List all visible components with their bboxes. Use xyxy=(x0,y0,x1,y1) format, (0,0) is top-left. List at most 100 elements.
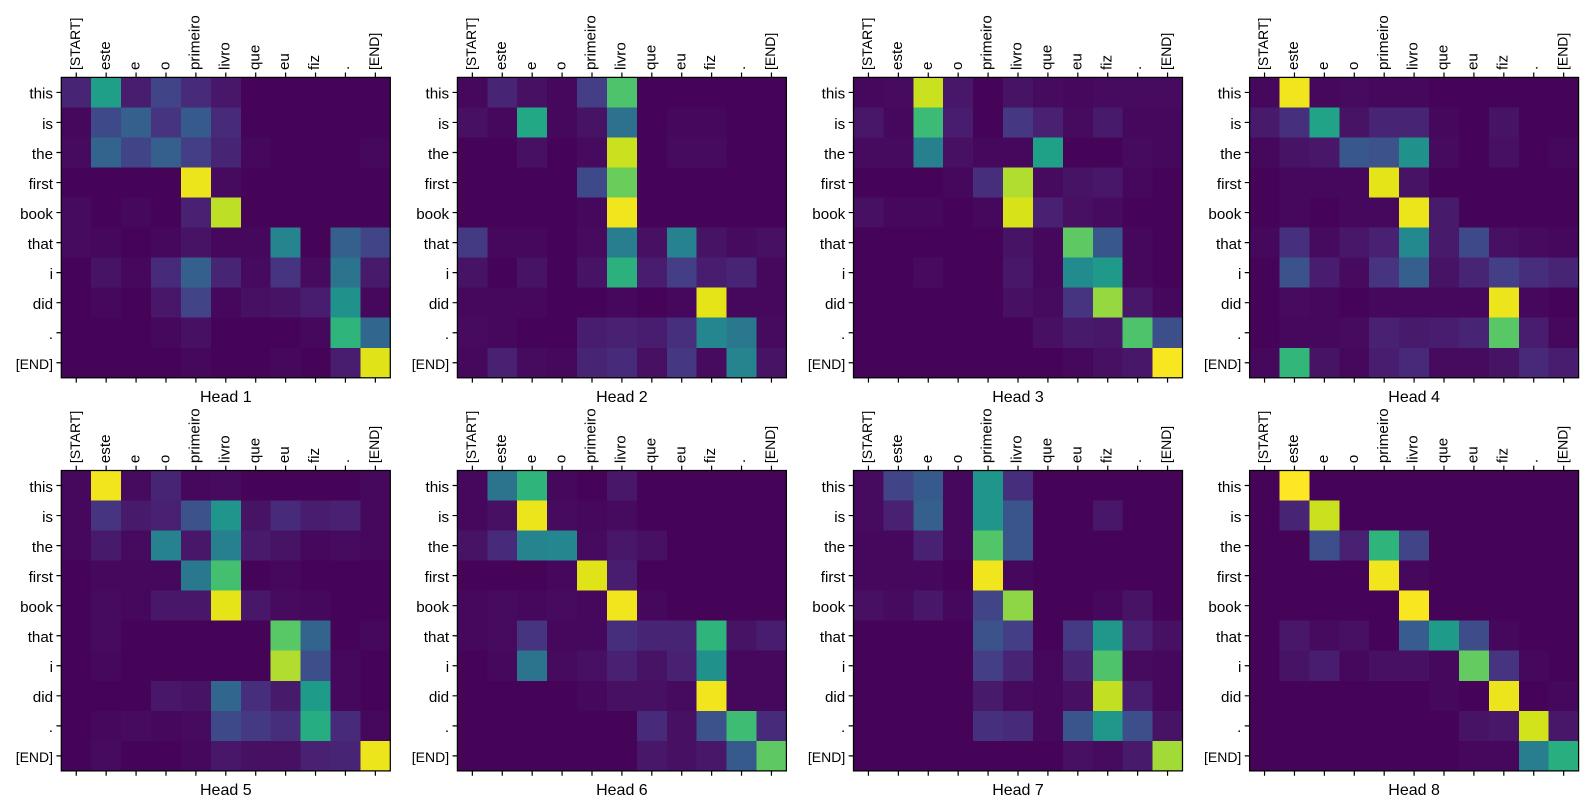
svg-text:first: first xyxy=(1217,569,1242,586)
svg-text:que: que xyxy=(642,438,659,463)
svg-text:Head 5: Head 5 xyxy=(200,782,252,799)
svg-text:fiz: fiz xyxy=(1098,448,1115,463)
svg-text:[START]: [START] xyxy=(463,18,479,70)
svg-text:i: i xyxy=(842,659,845,676)
svg-text:este: este xyxy=(97,41,114,70)
svg-text:the: the xyxy=(1220,539,1241,556)
svg-text:is: is xyxy=(42,509,53,526)
svg-text:i: i xyxy=(446,266,449,283)
svg-text:que: que xyxy=(642,45,659,70)
svg-text:este: este xyxy=(1285,434,1302,463)
svg-text:[END]: [END] xyxy=(1554,426,1570,463)
svg-text:.: . xyxy=(445,719,449,736)
svg-text:que: que xyxy=(1435,438,1452,463)
svg-text:that: that xyxy=(820,629,846,646)
svg-text:[START]: [START] xyxy=(67,411,83,463)
svg-text:[END]: [END] xyxy=(16,356,53,372)
svg-text:.: . xyxy=(732,459,749,463)
svg-text:e: e xyxy=(523,455,540,463)
svg-text:.: . xyxy=(49,719,53,736)
svg-text:book: book xyxy=(1208,599,1241,616)
svg-text:first: first xyxy=(1217,176,1242,193)
svg-text:did: did xyxy=(33,296,53,313)
svg-text:e: e xyxy=(523,62,540,70)
svg-text:este: este xyxy=(889,434,906,463)
svg-text:eu: eu xyxy=(672,53,689,70)
svg-text:that: that xyxy=(1216,236,1242,253)
svg-text:the: the xyxy=(32,539,53,556)
svg-text:que: que xyxy=(1039,438,1056,463)
svg-text:that: that xyxy=(424,236,450,253)
svg-text:Head 8: Head 8 xyxy=(1388,782,1440,799)
svg-text:fiz: fiz xyxy=(306,448,323,463)
svg-text:eu: eu xyxy=(1465,53,1482,70)
svg-text:que: que xyxy=(246,45,263,70)
svg-text:Head 7: Head 7 xyxy=(992,782,1044,799)
svg-text:.: . xyxy=(445,326,449,343)
svg-text:fiz: fiz xyxy=(1494,55,1511,70)
svg-text:is: is xyxy=(1230,116,1241,133)
svg-text:.: . xyxy=(1128,459,1145,463)
svg-text:e: e xyxy=(919,62,936,70)
svg-text:that: that xyxy=(28,236,54,253)
svg-text:livro: livro xyxy=(1405,435,1422,463)
svg-text:.: . xyxy=(841,326,845,343)
svg-text:this: this xyxy=(29,86,53,103)
svg-text:o: o xyxy=(553,455,570,463)
svg-text:this: this xyxy=(822,479,846,496)
svg-text:este: este xyxy=(97,434,114,463)
svg-text:e: e xyxy=(1315,62,1332,70)
svg-text:this: this xyxy=(29,479,53,496)
svg-text:is: is xyxy=(438,509,449,526)
svg-text:that: that xyxy=(424,629,450,646)
svg-text:fiz: fiz xyxy=(1494,448,1511,463)
svg-text:book: book xyxy=(416,599,449,616)
svg-text:o: o xyxy=(157,455,174,463)
svg-text:livro: livro xyxy=(1009,435,1026,463)
svg-text:that: that xyxy=(820,236,846,253)
svg-text:[END]: [END] xyxy=(808,356,845,372)
svg-text:o: o xyxy=(1345,62,1362,70)
svg-text:[END]: [END] xyxy=(808,749,845,765)
svg-text:did: did xyxy=(1221,296,1241,313)
svg-text:i: i xyxy=(50,266,53,283)
svg-text:this: this xyxy=(1218,86,1242,103)
svg-text:este: este xyxy=(1285,41,1302,70)
svg-text:e: e xyxy=(1315,455,1332,463)
svg-text:eu: eu xyxy=(1465,446,1482,463)
svg-text:[END]: [END] xyxy=(1204,356,1241,372)
svg-text:.: . xyxy=(732,66,749,70)
svg-text:[START]: [START] xyxy=(1255,18,1271,70)
svg-text:[END]: [END] xyxy=(366,33,382,70)
svg-text:did: did xyxy=(1221,689,1241,706)
svg-text:first: first xyxy=(29,176,54,193)
svg-text:.: . xyxy=(336,66,353,70)
svg-text:book: book xyxy=(416,206,449,223)
svg-text:Head 3: Head 3 xyxy=(992,389,1044,406)
svg-text:que: que xyxy=(1039,45,1056,70)
svg-text:the: the xyxy=(824,146,845,163)
svg-text:book: book xyxy=(1208,206,1241,223)
svg-text:is: is xyxy=(1230,509,1241,526)
svg-text:primeiro: primeiro xyxy=(979,408,996,463)
svg-text:is: is xyxy=(834,509,845,526)
svg-text:eu: eu xyxy=(276,446,293,463)
svg-text:.: . xyxy=(1128,66,1145,70)
svg-text:eu: eu xyxy=(276,53,293,70)
svg-text:[END]: [END] xyxy=(16,749,53,765)
svg-text:o: o xyxy=(949,455,966,463)
svg-text:Head 4: Head 4 xyxy=(1388,389,1440,406)
svg-text:este: este xyxy=(493,434,510,463)
svg-text:.: . xyxy=(1524,66,1541,70)
svg-text:i: i xyxy=(842,266,845,283)
svg-text:Head 2: Head 2 xyxy=(596,389,648,406)
svg-text:[END]: [END] xyxy=(762,426,778,463)
svg-text:[END]: [END] xyxy=(1554,33,1570,70)
svg-text:did: did xyxy=(825,689,845,706)
svg-text:que: que xyxy=(1435,45,1452,70)
svg-text:the: the xyxy=(824,539,845,556)
svg-text:livro: livro xyxy=(216,42,233,70)
svg-text:Head 1: Head 1 xyxy=(200,389,252,406)
svg-text:primeiro: primeiro xyxy=(583,15,600,70)
svg-text:i: i xyxy=(1238,659,1241,676)
